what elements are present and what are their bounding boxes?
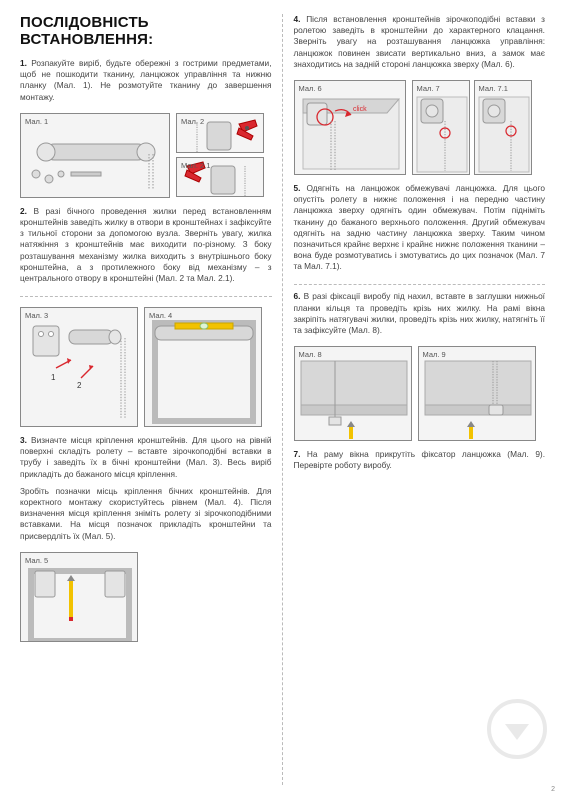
figure-2-label: Мал. 2 — [181, 117, 204, 126]
figure-8-label: Мал. 8 — [299, 350, 322, 359]
step-3b-text: Зробіть позначки місць кріплення бічних … — [20, 486, 272, 542]
step-3-text: 3. Визначте місця кріплення кронштейнів.… — [20, 435, 272, 480]
fig-row-4: Мал. 6 click Мал. 7 — [294, 80, 546, 175]
fig-row-5: Мал. 8 Мал. 9 — [294, 346, 546, 441]
figure-7-1: Мал. 7.1 — [474, 80, 532, 175]
step-4-text: 4. Після встановлення кронштейнів зірочк… — [294, 14, 546, 70]
figure-9-svg — [419, 347, 536, 441]
section-divider-1 — [20, 296, 272, 297]
svg-text:2: 2 — [77, 381, 82, 390]
figure-6-svg: click — [295, 81, 406, 175]
figure-3: Мал. 3 1 2 — [20, 307, 138, 427]
figure-1-svg — [21, 114, 170, 198]
watermark-icon — [487, 699, 547, 759]
figure-4-label: Мал. 4 — [149, 311, 172, 320]
section-divider-2 — [294, 284, 546, 285]
figure-7-svg — [413, 81, 470, 175]
fig-row-2: Мал. 3 1 2 — [20, 307, 272, 427]
figure-2-1-label: Мал. 2.1 — [181, 161, 210, 170]
figure-2: Мал. 2 — [176, 113, 264, 153]
figure-7-label: Мал. 7 — [417, 84, 440, 93]
figure-9-label: Мал. 9 — [423, 350, 446, 359]
step-5-text: 5. Одягніть на ланцюжок обмежувачі ланцю… — [294, 183, 546, 273]
click-label: click — [353, 106, 367, 113]
column-divider — [282, 14, 283, 785]
step-6-text: 6. В разі фіксації виробу під нахил, вст… — [294, 291, 546, 336]
figure-5-label: Мал. 5 — [25, 556, 48, 565]
step-7-text: 7. На раму вікна прикрутіть фіксатор лан… — [294, 449, 546, 471]
instruction-page: ПОСЛІДОВНІСТЬ ВСТАНОВЛЕННЯ: 1. Розпакуйт… — [0, 0, 565, 799]
step-1-text: 1. Розпакуйте виріб, будьте обережні з г… — [20, 58, 272, 103]
figure-1: Мал. 1 — [20, 113, 170, 198]
figure-7-1-svg — [475, 81, 532, 175]
figure-9: Мал. 9 — [418, 346, 536, 441]
right-column: 4. Після встановлення кронштейнів зірочк… — [294, 14, 546, 785]
page-number: 2 — [551, 786, 555, 793]
figure-1-label: Мал. 1 — [25, 117, 48, 126]
figure-2-1: Мал. 2.1 — [176, 157, 264, 197]
figure-4-svg — [145, 308, 262, 427]
fig-row-3: Мал. 5 — [20, 552, 272, 642]
figure-3-label: Мал. 3 — [25, 311, 48, 320]
figure-8-svg — [295, 347, 412, 441]
figure-4: Мал. 4 — [144, 307, 262, 427]
figure-6-label: Мал. 6 — [299, 84, 322, 93]
fig-row-1: Мал. 1 Мал. 2 — [20, 113, 272, 198]
figure-7-1-label: Мал. 7.1 — [479, 84, 508, 93]
figure-6: Мал. 6 click — [294, 80, 406, 175]
step-2-text: 2. В разі бічного проведення жилки перед… — [20, 206, 272, 284]
figure-5-svg — [21, 553, 138, 642]
svg-text:1: 1 — [51, 373, 56, 382]
figure-7: Мал. 7 — [412, 80, 470, 175]
page-title: ПОСЛІДОВНІСТЬ ВСТАНОВЛЕННЯ: — [20, 14, 272, 48]
figure-3-svg: 1 2 — [21, 308, 138, 427]
left-column: ПОСЛІДОВНІСТЬ ВСТАНОВЛЕННЯ: 1. Розпакуйт… — [20, 14, 272, 785]
figure-8: Мал. 8 — [294, 346, 412, 441]
figure-5: Мал. 5 — [20, 552, 138, 642]
